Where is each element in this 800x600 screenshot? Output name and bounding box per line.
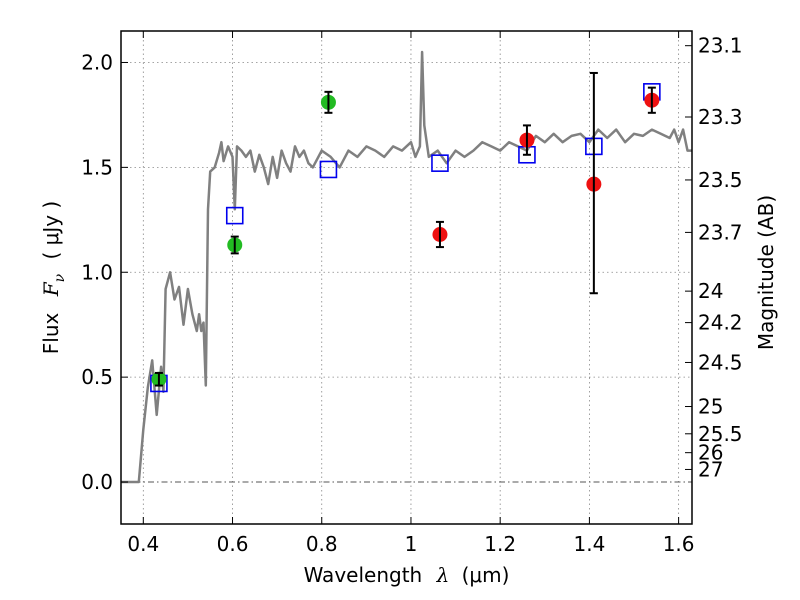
- right-tick-label: 25.5: [698, 422, 743, 446]
- grid-lines: [121, 31, 692, 524]
- y-tick-label: 1.0: [81, 260, 113, 284]
- right-tick-label: 23.7: [698, 220, 743, 244]
- y-axis-label-symbol: F: [39, 281, 63, 297]
- x-tick-label: 1: [405, 532, 418, 556]
- y-tick-label: 1.5: [81, 155, 113, 179]
- right-tick-label: 24.5: [698, 350, 743, 374]
- x-axis-label: Wavelength λ (μm): [304, 563, 510, 587]
- x-tick-label: 1.4: [573, 532, 605, 556]
- right-tick-label: 23.3: [698, 105, 743, 129]
- model-square-marker: [431, 154, 449, 172]
- model-square-marker: [225, 206, 244, 225]
- right-tick-label: 26: [698, 441, 723, 465]
- x-tick-label: 0.4: [127, 532, 159, 556]
- x-tick-label: 1.2: [484, 532, 516, 556]
- right-tick-label: 24: [698, 279, 723, 303]
- right-tick-label: 24.2: [698, 311, 743, 335]
- x-tick-label: 0.8: [306, 532, 338, 556]
- right-tick-label: 27: [698, 457, 723, 481]
- x-tick-label: 1.6: [663, 532, 695, 556]
- model-square-marker: [319, 160, 338, 179]
- y-tick-label: 0.0: [81, 470, 113, 494]
- y-tick-label: 0.5: [81, 365, 113, 389]
- model-spectrum-line: [121, 50, 692, 484]
- right-tick-label: 25: [698, 395, 723, 419]
- y-tick-label: 2.0: [81, 50, 113, 74]
- x-axis-label-word: Wavelength: [304, 563, 423, 587]
- y-axis-label-unit: ( μJy ): [39, 201, 63, 260]
- y-axis-label: Flux Fν ( μJy ): [39, 201, 69, 354]
- y-axis-label-subscript: ν: [52, 273, 68, 282]
- right-tick-label: 23.5: [698, 168, 743, 192]
- right-tick-label: 23.1: [698, 34, 743, 58]
- x-tick-label: 0.6: [217, 532, 249, 556]
- axis-ticks: 0.4 0.6 0.8 1 1.2 1.4 1.6 0.0 0.5 1.0 1.5 2.0 23.1 23…: [81, 31, 743, 556]
- y-axis-label-word: Flux: [39, 313, 63, 355]
- x-axis-label-symbol: λ: [436, 563, 450, 587]
- right-axis-label: Magnitude (AB): [754, 195, 778, 350]
- x-axis-label-unit: (μm): [462, 563, 510, 587]
- plot-frame: [120, 30, 693, 525]
- data-points: [150, 71, 661, 393]
